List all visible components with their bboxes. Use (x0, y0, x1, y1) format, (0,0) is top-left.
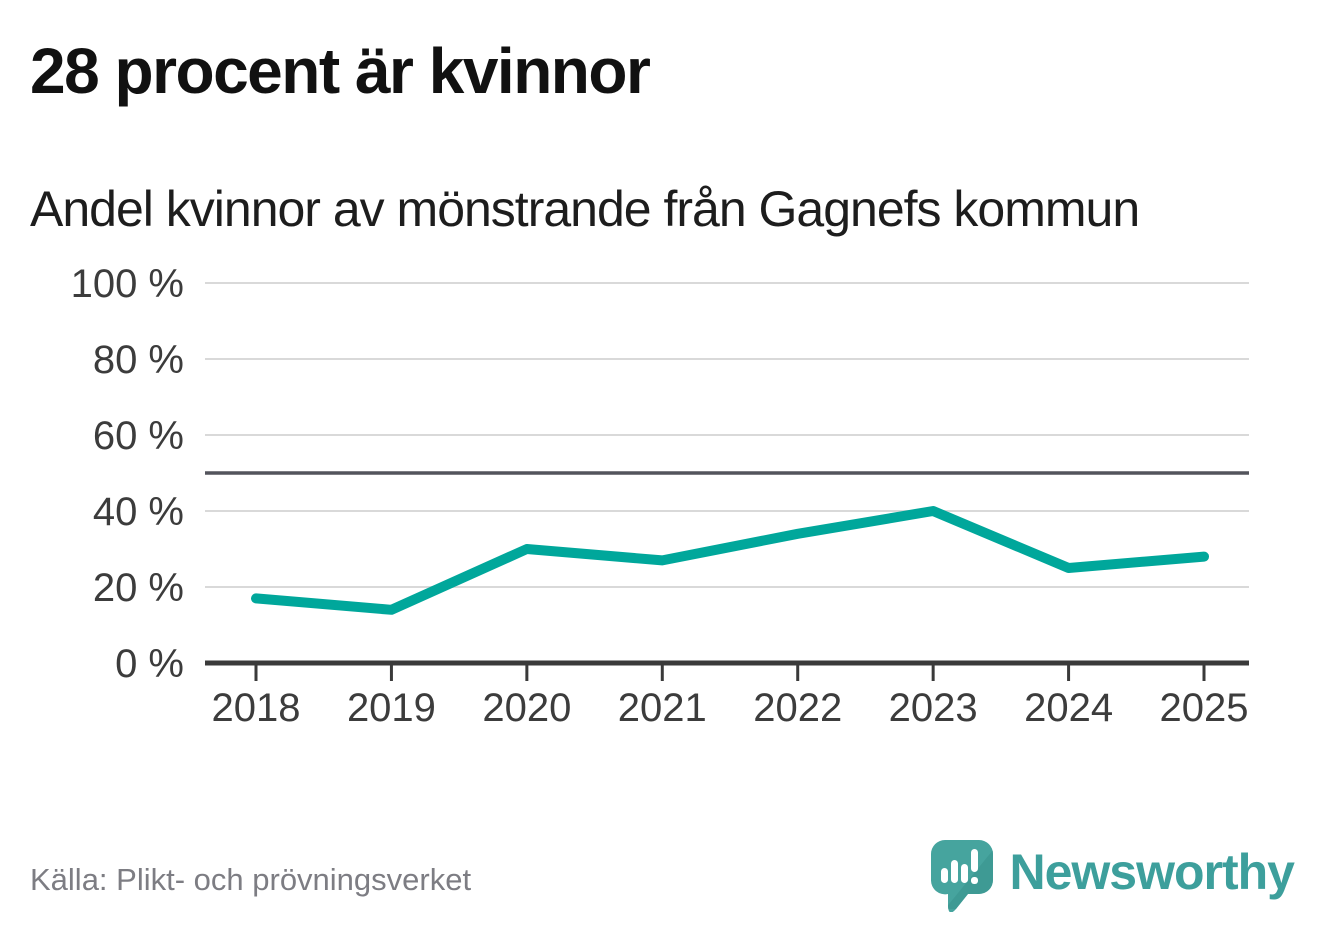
x-tick-label: 2018 (212, 686, 301, 730)
x-tick-label: 2023 (889, 686, 978, 730)
y-tick-label: 0 % (115, 642, 184, 686)
chart-subtitle: Andel kvinnor av mönstrande från Gagnefs… (30, 181, 1140, 237)
y-tick-label: 100 % (71, 262, 184, 306)
chart-title: 28 procent är kvinnor (30, 35, 651, 107)
series-line-andel-kvinnor (251, 506, 1210, 615)
x-tick-label: 2020 (482, 686, 571, 730)
x-tick-label: 2021 (618, 686, 707, 730)
newsworthy-speech-bubble-icon (931, 840, 994, 912)
source-note: Källa: Plikt- och prövningsverket (30, 862, 472, 897)
x-tick-label: 2022 (753, 686, 842, 730)
x-tick-label: 2024 (1024, 686, 1113, 730)
y-tick-label: 20 % (93, 566, 184, 610)
x-tick-label: 2019 (347, 686, 436, 730)
y-tick-label: 40 % (93, 490, 184, 534)
bars-and-exclamation-glyph (941, 849, 979, 884)
y-tick-label: 60 % (93, 414, 184, 458)
x-tick-label: 2025 (1160, 686, 1249, 730)
newsworthy-logo-text: Newsworthy (1009, 844, 1295, 900)
newsworthy-logo: Newsworthy (931, 840, 1295, 912)
y-tick-label: 80 % (93, 338, 184, 382)
